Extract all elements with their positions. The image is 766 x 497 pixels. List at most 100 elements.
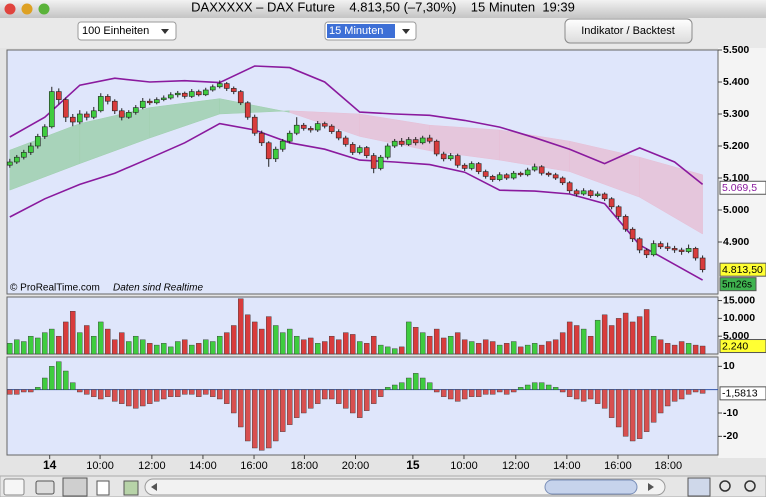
volume-bar xyxy=(594,319,601,355)
oscillator-bar xyxy=(482,389,489,395)
x-tick-label: 10:00 xyxy=(450,460,478,472)
indicator-button-label: Indikator / Backtest xyxy=(581,25,675,37)
chart-icon[interactable] xyxy=(123,480,139,496)
candle-body xyxy=(41,126,48,137)
tool-icon[interactable] xyxy=(62,477,88,497)
candle-body xyxy=(629,228,636,240)
volume-bar xyxy=(357,341,363,355)
oscillator-bar xyxy=(154,389,160,402)
volume-bar xyxy=(461,339,468,355)
oscillator-bar xyxy=(559,389,566,393)
volume-bar xyxy=(601,314,608,355)
x-tick-label: 14 xyxy=(43,458,57,472)
sync-icon[interactable] xyxy=(3,478,25,496)
volume-bar xyxy=(322,341,328,355)
oscillator-bar xyxy=(224,389,230,404)
volume-bar xyxy=(210,341,216,355)
candle-body xyxy=(426,137,433,142)
oscillator-bar xyxy=(14,389,20,395)
doc-icon[interactable] xyxy=(96,480,110,496)
zoom-out-icon[interactable] xyxy=(719,480,731,492)
volume-bar xyxy=(405,321,412,355)
oscillator-bar xyxy=(21,389,27,393)
zoom-button[interactable] xyxy=(38,3,50,15)
volume-bar xyxy=(433,328,440,355)
candle-body xyxy=(34,136,41,147)
y-tick-label: 5.000 xyxy=(723,330,749,342)
candle-body xyxy=(363,147,370,156)
oscillator-bar xyxy=(524,384,531,390)
units-dropdown[interactable] xyxy=(77,21,177,41)
indicator-button[interactable] xyxy=(564,18,693,44)
zoom-in-icon[interactable] xyxy=(744,480,756,492)
candle-body xyxy=(139,100,146,108)
candle-body xyxy=(76,113,83,123)
volume-bar xyxy=(133,335,139,355)
candle-body xyxy=(615,206,622,217)
oscillator-bar xyxy=(587,389,594,400)
x-tick-label: 12:00 xyxy=(502,460,530,472)
oscillator-bar xyxy=(615,389,622,428)
candle-body xyxy=(594,193,601,196)
candle-body xyxy=(286,132,293,142)
candle-body xyxy=(223,83,230,89)
volume-bar xyxy=(573,325,580,355)
zoom-select-icon[interactable] xyxy=(687,477,711,497)
candle-body xyxy=(636,238,643,251)
close-button[interactable] xyxy=(4,3,16,15)
candle-body xyxy=(300,124,307,129)
band-line xyxy=(9,122,703,281)
oscillator-bar xyxy=(552,387,559,390)
oscillator-bar xyxy=(245,389,251,442)
volume-bar xyxy=(56,335,62,355)
oscillator-bar xyxy=(287,389,293,425)
volume-bar xyxy=(245,314,251,355)
volume-bar xyxy=(440,337,447,355)
oscillator-bar xyxy=(112,389,118,402)
candle-body xyxy=(622,216,629,230)
volume-bar xyxy=(622,312,629,355)
volume-bar xyxy=(629,321,636,355)
candle-body xyxy=(48,91,55,128)
volume-bar xyxy=(384,346,391,355)
x-tick-label: 15 xyxy=(406,458,420,472)
candle-body xyxy=(244,102,251,118)
copyright: © ProRealTime.com xyxy=(10,283,100,294)
oscillator-bar xyxy=(259,389,265,451)
print-icon[interactable] xyxy=(35,480,55,495)
chart-layer: 5.5005.4005.3005.2005.1005.0004.9005.069… xyxy=(6,44,766,472)
candle-body xyxy=(342,137,349,145)
volume-bar xyxy=(182,339,188,355)
scroll-thumb[interactable] xyxy=(544,479,638,495)
candle-body xyxy=(335,131,342,139)
volume-bar xyxy=(49,328,55,355)
candle-body xyxy=(545,172,552,176)
volume-bar xyxy=(343,332,349,355)
x-tick-label: 16:00 xyxy=(604,460,632,472)
oscillator-bar xyxy=(440,389,447,397)
volume-bar xyxy=(391,348,398,355)
minimize-button[interactable] xyxy=(21,3,33,15)
scroll-right[interactable] xyxy=(648,483,654,491)
oscillator-bar xyxy=(636,389,643,439)
y-tick-label: 5.200 xyxy=(723,140,749,152)
candle-body xyxy=(370,155,377,169)
candle-body xyxy=(307,128,314,131)
oscillator-bar xyxy=(489,389,496,395)
volume-bar xyxy=(377,344,384,355)
volume-bar xyxy=(454,332,461,355)
oscillator-bar xyxy=(643,389,650,432)
x-tick-label: 14:00 xyxy=(189,460,217,472)
scroll-left[interactable] xyxy=(151,483,157,491)
oscillator-bar xyxy=(231,389,237,414)
candle-body xyxy=(349,144,356,153)
oscillator-bar xyxy=(475,389,482,397)
candle-body xyxy=(111,100,118,112)
candle-body xyxy=(237,91,244,104)
scrollbar[interactable] xyxy=(144,478,666,496)
candle-body xyxy=(419,137,426,144)
candle-body xyxy=(650,243,657,256)
oscillator-bar xyxy=(133,389,139,409)
candle-body xyxy=(153,99,160,104)
